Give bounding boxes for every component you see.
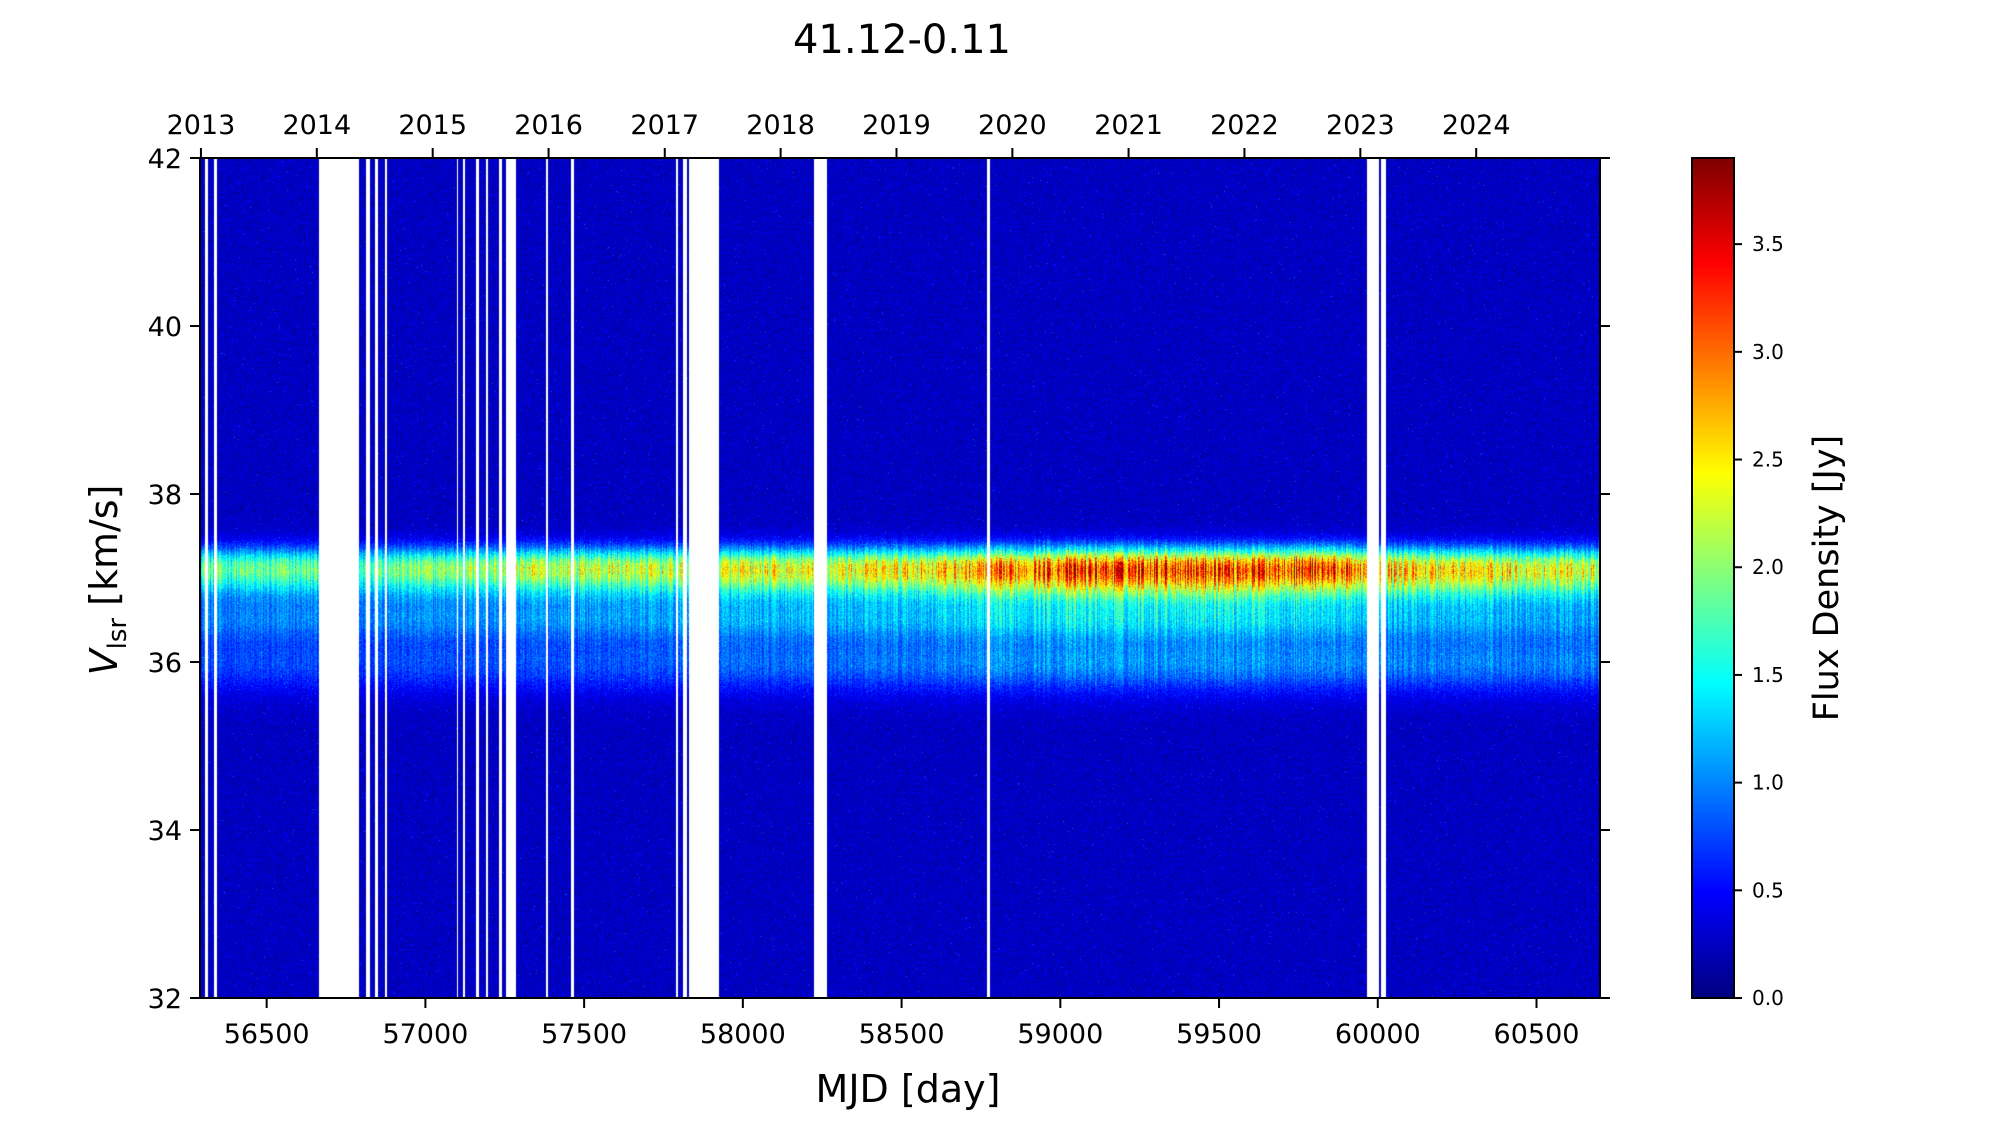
y-tick-label: 34 [148, 816, 182, 847]
top-tick-label: 2013 [167, 110, 236, 141]
colorbar-frame [1691, 157, 1735, 999]
colorbar-axis: 0.0 0.5 1.0 1.5 2.0 2.5 3.0 3.5 [1734, 232, 1784, 1010]
top-tick-label: 2019 [862, 110, 931, 141]
colorbar-label: Flux Density [Jy] [1807, 435, 1847, 721]
x-tick-label: 58500 [859, 1019, 945, 1050]
y-axis-label-unit: [km/s] [82, 485, 126, 618]
colorbar-gradient [1692, 158, 1734, 998]
colorbar-tick-label: 3.0 [1752, 340, 1784, 364]
y-tick-label: 32 [148, 984, 182, 1015]
y-axis-label-subscript: lsr [103, 618, 133, 650]
heatmap-image [200, 158, 1600, 998]
x-tick-label: 59500 [1176, 1019, 1262, 1050]
plot-frame [199, 157, 1601, 999]
y-tick-label: 36 [148, 648, 182, 679]
top-tick-label: 2015 [398, 110, 467, 141]
y-axis-label-symbol: V [82, 646, 126, 675]
top-tick-label: 2014 [282, 110, 351, 141]
top-axis: 2013 2014 2015 2016 2017 2018 2019 2020 2021 2022… [167, 110, 1511, 158]
y-axis-label: Vlsr [km/s] [82, 485, 133, 676]
y-tick-label: 42 [148, 144, 182, 175]
y-tick-label: 38 [148, 480, 182, 511]
top-tick-label: 2017 [630, 110, 699, 141]
colorbar-tick-label: 1.0 [1752, 771, 1784, 795]
colorbar-tick-label: 2.0 [1752, 555, 1784, 579]
x-tick-label: 58000 [700, 1019, 786, 1050]
left-axis: 32 34 36 38 40 42 [148, 144, 1610, 1015]
colorbar-tick-label: 1.5 [1752, 663, 1784, 687]
top-tick-label: 2021 [1094, 110, 1163, 141]
chart-title: 41.12-0.11 [793, 17, 1011, 63]
top-tick-label: 2016 [514, 110, 583, 141]
top-tick-label: 2023 [1326, 110, 1395, 141]
x-tick-label: 60500 [1494, 1019, 1580, 1050]
y-tick-label: 40 [148, 312, 182, 343]
x-tick-label: 57500 [541, 1019, 627, 1050]
top-tick-label: 2024 [1442, 110, 1511, 141]
x-tick-label: 59000 [1017, 1019, 1103, 1050]
x-tick-label: 60000 [1335, 1019, 1421, 1050]
bottom-axis: 56500 57000 57500 58000 58500 59000 59500 60000… [224, 998, 1580, 1050]
x-tick-label: 56500 [224, 1019, 310, 1050]
x-axis-label: MJD [day] [816, 1067, 1001, 1111]
x-tick-label: 57000 [382, 1019, 468, 1050]
colorbar-tick-label: 2.5 [1752, 448, 1784, 472]
colorbar-tick-label: 0.5 [1752, 878, 1784, 902]
colorbar-tick-label: 3.5 [1752, 232, 1784, 256]
colorbar-tick-label: 0.0 [1752, 986, 1784, 1010]
top-tick-label: 2020 [978, 110, 1047, 141]
top-tick-label: 2018 [746, 110, 815, 141]
top-tick-label: 2022 [1210, 110, 1279, 141]
